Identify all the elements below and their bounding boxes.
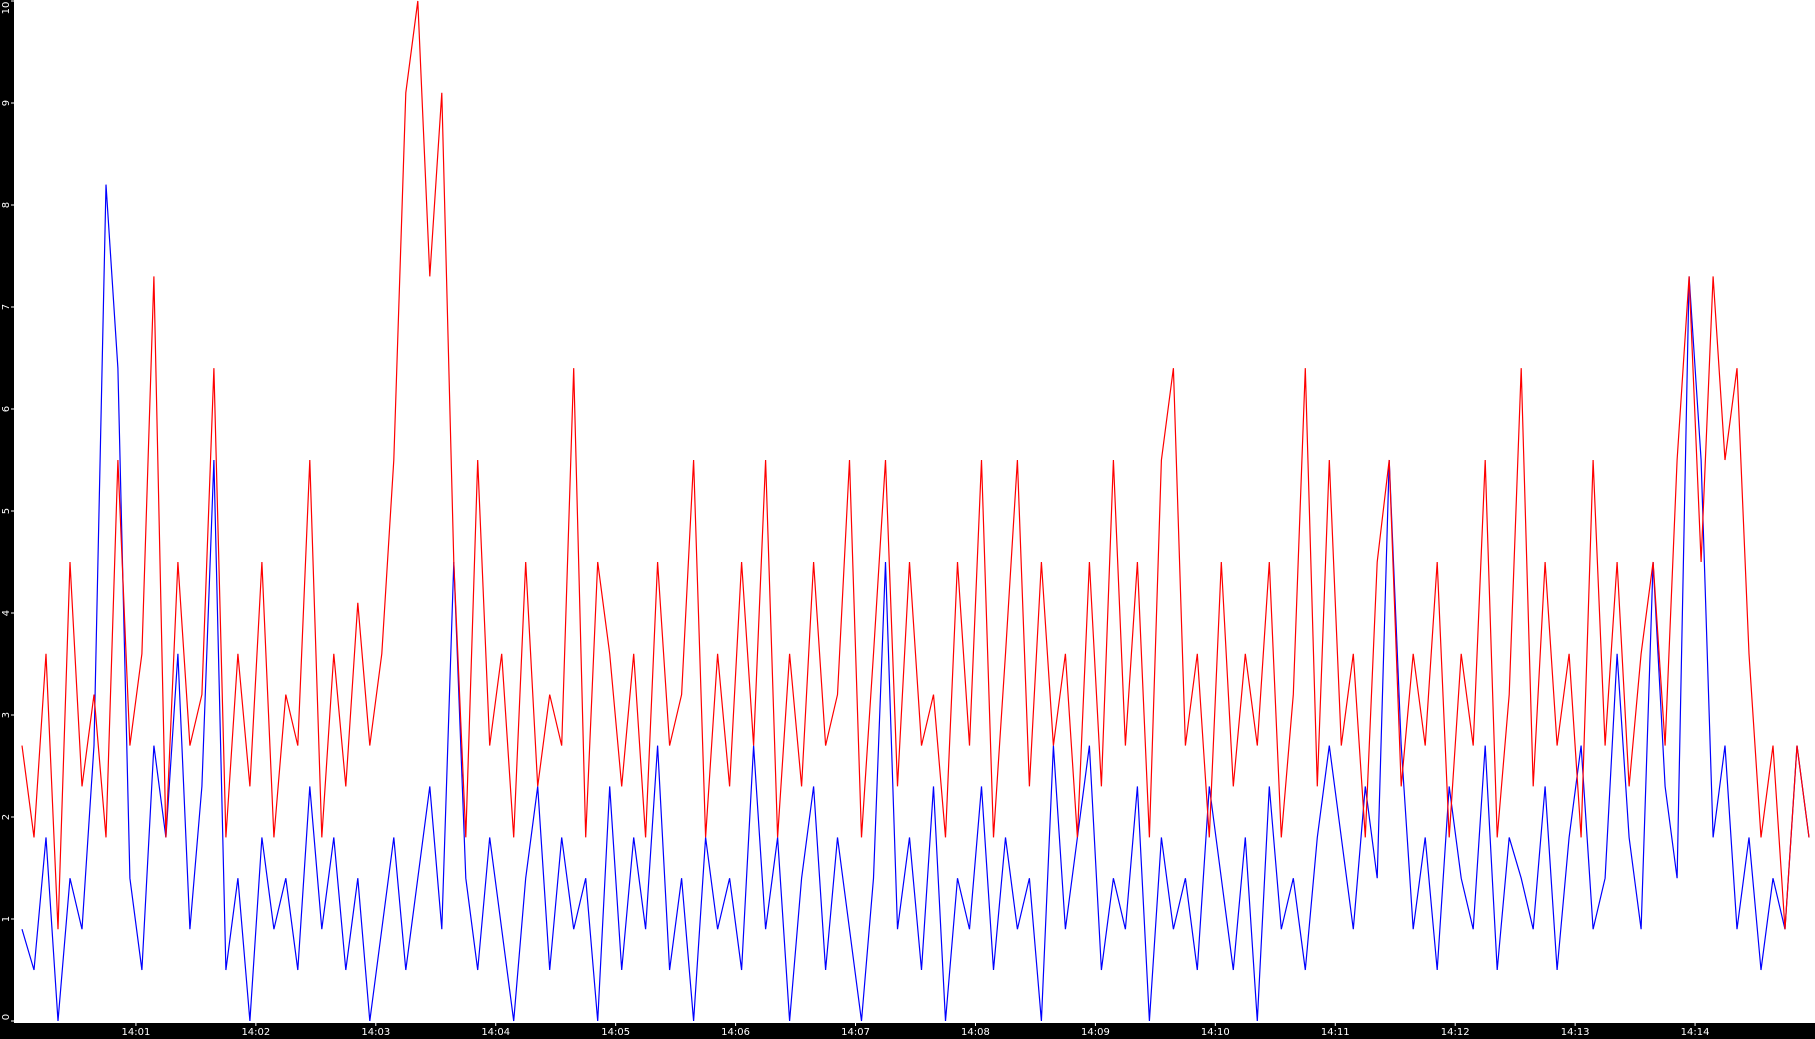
x-tick-label: 14:12	[1441, 1027, 1470, 1038]
y-tick-label: 7	[1, 304, 12, 310]
y-tick-label: 0	[1, 1014, 12, 1020]
x-tick-label: 14:08	[961, 1027, 990, 1038]
y-tick-label: 5	[1, 508, 12, 514]
y-tick-label: 6	[1, 406, 12, 412]
x-tick-label: 14:10	[1201, 1027, 1230, 1038]
x-tick-label: 14:02	[241, 1027, 270, 1038]
x-tick-label: 14:04	[481, 1027, 510, 1038]
y-tick-label: 8	[1, 202, 12, 208]
y-axis-strip	[0, 0, 14, 1039]
x-tick-label: 14:06	[721, 1027, 750, 1038]
series-line	[21, 184, 1810, 1022]
y-tick-label: 2	[1, 814, 12, 820]
x-tick-label: 14:05	[601, 1027, 630, 1038]
x-tick-label: 14:07	[841, 1027, 870, 1038]
x-tick-label: 14:14	[1681, 1027, 1710, 1038]
x-tick-label: 14:09	[1081, 1027, 1110, 1038]
x-tick-label: 14:03	[361, 1027, 390, 1038]
x-axis-strip	[0, 1023, 1815, 1039]
y-tick-label: 9	[1, 100, 12, 106]
x-tick-label: 14:13	[1561, 1027, 1590, 1038]
y-tick-label: 3	[1, 712, 12, 718]
series-line	[21, 0, 1810, 930]
y-tick-label: 4	[1, 610, 12, 616]
x-tick-label: 14:01	[122, 1027, 151, 1038]
x-tick-label: 14:11	[1321, 1027, 1350, 1038]
y-tick-label: 1	[1, 916, 12, 922]
y-tick-label: 10	[1, 2, 12, 15]
